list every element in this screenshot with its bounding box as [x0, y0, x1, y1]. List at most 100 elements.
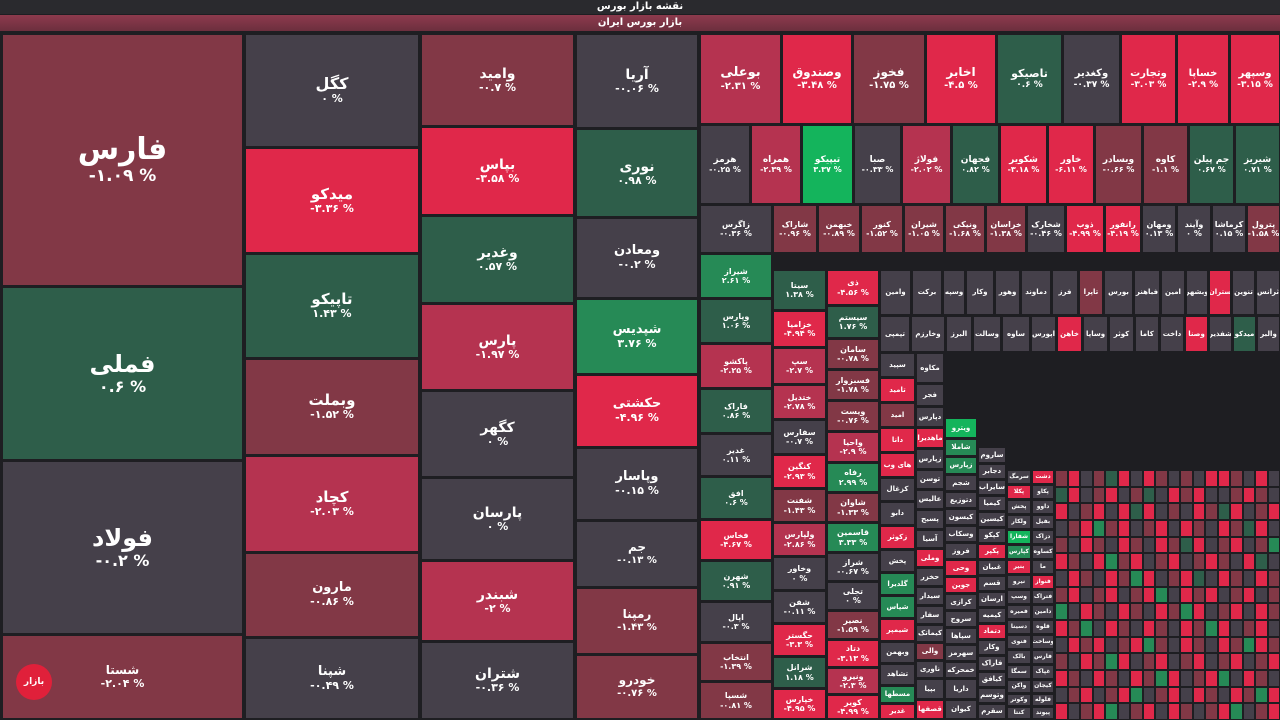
stock-tile[interactable]: شتران -۰.۳۶ %: [421, 642, 574, 719]
stock-tile[interactable]: سیتا ۱.۳۸ %: [773, 270, 826, 310]
stock-tile[interactable]: اخابر -۴.۵ %: [926, 34, 996, 124]
stock-tile[interactable]: کگل ۰ %: [245, 34, 419, 147]
small-stock-tile[interactable]: [1267, 703, 1280, 720]
stock-tile[interactable]: شاملا: [945, 439, 977, 456]
small-stock-tile[interactable]: [1080, 653, 1093, 670]
stock-tile[interactable]: پکپر: [978, 544, 1006, 559]
stock-tile[interactable]: کپکو: [978, 528, 1006, 543]
stock-tile[interactable]: پکلا: [1007, 485, 1031, 499]
stock-tile[interactable]: دابو: [880, 502, 915, 525]
stock-tile[interactable]: بورس: [1104, 270, 1133, 315]
stock-tile[interactable]: وامین: [880, 270, 911, 315]
stock-tile[interactable]: فمیره: [1007, 605, 1031, 619]
stock-tile[interactable]: فجهان ۰.۸۲ %: [952, 125, 999, 204]
small-stock-tile[interactable]: [1230, 703, 1243, 720]
small-stock-tile[interactable]: [1092, 686, 1105, 704]
stock-tile[interactable]: رانفور -۴.۱۹ %: [1105, 205, 1141, 253]
small-stock-tile[interactable]: [1217, 703, 1230, 720]
stock-tile[interactable]: پخش: [880, 550, 915, 572]
small-stock-tile[interactable]: [1255, 686, 1268, 704]
small-stock-tile[interactable]: [1255, 703, 1268, 720]
stock-tile[interactable]: ما: [1032, 560, 1054, 574]
stock-tile[interactable]: شراز -۰.۶۷ %: [827, 553, 879, 581]
small-stock-tile[interactable]: [1167, 603, 1180, 620]
small-stock-tile[interactable]: [1242, 620, 1255, 637]
stock-tile[interactable]: فاراک: [978, 656, 1006, 671]
stock-tile[interactable]: دامین: [1032, 605, 1054, 619]
stock-tile[interactable]: دتاد -۳.۱۳ %: [827, 640, 879, 667]
small-stock-tile[interactable]: [1267, 570, 1280, 587]
stock-tile[interactable]: وسپه: [943, 270, 965, 315]
stock-tile[interactable]: توسن: [916, 470, 944, 489]
small-stock-tile[interactable]: [1142, 620, 1155, 637]
stock-tile[interactable]: شفارا: [1007, 530, 1031, 544]
stock-tile[interactable]: سمگا: [1007, 665, 1031, 679]
small-stock-tile[interactable]: [1230, 570, 1243, 587]
small-stock-tile[interactable]: [1267, 586, 1280, 604]
small-stock-tile[interactable]: [1192, 620, 1205, 637]
small-stock-tile[interactable]: [1192, 603, 1205, 620]
small-stock-tile[interactable]: [1180, 586, 1193, 604]
small-stock-tile[interactable]: [1217, 653, 1230, 670]
small-stock-tile[interactable]: [1267, 520, 1280, 537]
stock-tile[interactable]: خودرو -۰.۷۶ %: [576, 655, 698, 719]
small-stock-tile[interactable]: [1205, 520, 1218, 537]
stock-tile[interactable]: کاما: [1135, 316, 1159, 352]
small-stock-tile[interactable]: [1092, 620, 1105, 637]
stock-tile[interactable]: ولکار: [1007, 515, 1031, 529]
stock-tile[interactable]: تپمپی: [880, 316, 910, 352]
small-stock-tile[interactable]: [1267, 686, 1280, 704]
small-stock-tile[interactable]: [1055, 670, 1068, 687]
small-stock-tile[interactable]: [1205, 586, 1218, 604]
small-stock-tile[interactable]: [1242, 670, 1255, 687]
small-stock-tile[interactable]: [1192, 586, 1205, 604]
small-stock-tile[interactable]: [1142, 503, 1155, 520]
stock-tile[interactable]: فخوز -۱.۷۵ %: [853, 34, 925, 124]
stock-tile[interactable]: بفیل: [1032, 515, 1054, 529]
small-stock-tile[interactable]: [1217, 670, 1230, 687]
stock-tile[interactable]: کچاد -۲.۰۳ %: [245, 456, 419, 552]
small-stock-tile[interactable]: [1242, 536, 1255, 554]
stock-tile[interactable]: البرز: [946, 316, 972, 352]
stock-tile[interactable]: وکار: [966, 270, 994, 315]
stock-tile[interactable]: رفاه ۲.۹۹ %: [827, 463, 879, 492]
small-stock-tile[interactable]: [1055, 586, 1068, 604]
stock-tile[interactable]: شخارک -۰.۴۶ %: [1027, 205, 1065, 253]
stock-tile[interactable]: دتماد: [978, 624, 1006, 639]
small-stock-tile[interactable]: [1130, 636, 1143, 654]
small-stock-tile[interactable]: [1080, 570, 1093, 587]
stock-tile[interactable]: حکشتی -۴.۹۶ %: [576, 375, 698, 447]
stock-tile[interactable]: شفنت -۱.۴۳ %: [773, 489, 826, 522]
stock-tile[interactable]: وآیند ۰ %: [1177, 205, 1211, 253]
small-stock-tile[interactable]: [1230, 520, 1243, 537]
stock-tile[interactable]: سهرمز: [945, 645, 977, 661]
small-stock-tile[interactable]: [1080, 486, 1093, 504]
small-stock-tile[interactable]: [1092, 670, 1105, 687]
small-stock-tile[interactable]: [1092, 570, 1105, 587]
stock-tile[interactable]: فباهنر: [1134, 270, 1160, 315]
small-stock-tile[interactable]: [1242, 470, 1255, 487]
small-stock-tile[interactable]: [1142, 570, 1155, 587]
stock-tile[interactable]: دزاک: [1032, 530, 1054, 544]
stock-tile[interactable]: کنتا: [1007, 707, 1031, 719]
small-stock-tile[interactable]: [1242, 570, 1255, 587]
small-stock-tile[interactable]: [1155, 536, 1168, 554]
small-stock-tile[interactable]: [1067, 470, 1080, 487]
small-stock-tile[interactable]: [1080, 536, 1093, 554]
small-stock-tile[interactable]: [1205, 620, 1218, 637]
stock-tile[interactable]: وهور: [995, 270, 1020, 315]
small-stock-tile[interactable]: [1142, 470, 1155, 487]
small-stock-tile[interactable]: [1230, 603, 1243, 620]
stock-tile[interactable]: بپیا: [916, 679, 944, 699]
small-stock-tile[interactable]: [1192, 553, 1205, 570]
stock-tile[interactable]: هرمز -۰.۲۵ %: [700, 125, 750, 204]
small-stock-tile[interactable]: [1142, 536, 1155, 554]
stock-tile[interactable]: کیمیا: [978, 496, 1006, 511]
stock-tile[interactable]: فنواز: [1032, 575, 1054, 589]
small-stock-tile[interactable]: [1155, 636, 1168, 654]
stock-tile[interactable]: کنگین -۲.۹۳ %: [773, 455, 826, 488]
small-stock-tile[interactable]: [1217, 486, 1230, 504]
small-stock-tile[interactable]: [1105, 553, 1118, 570]
stock-tile[interactable]: های وب: [880, 453, 915, 477]
small-stock-tile[interactable]: [1117, 536, 1130, 554]
